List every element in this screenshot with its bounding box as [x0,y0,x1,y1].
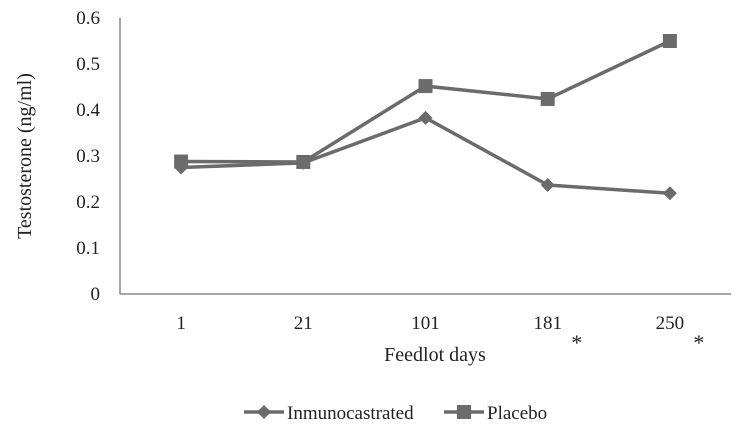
data-point [662,186,677,201]
series-placebo [174,34,677,169]
series-layer [174,34,677,201]
y-tick-label: 0.3 [76,146,100,167]
x-tick-label: 101 [411,313,440,334]
y-tick-label: 0.5 [76,54,100,75]
legend-item: Inmunocastrated [244,403,414,424]
x-axis: 1 21 101 181 * 250 * [120,293,731,355]
data-point [662,34,677,48]
x-axis-title: Feedlot days [384,344,486,366]
y-axis-title: Testosterone (ng/ml) [14,73,36,239]
legend-marker [457,405,471,419]
data-point [296,154,311,169]
data-point [418,110,433,125]
data-point [540,91,555,106]
data-point [540,177,555,192]
legend-label: Inmunocastrated [287,403,414,424]
x-tick-labels: 1 21 101 181 * 250 * [176,313,704,355]
series-line [181,115,671,196]
y-tick-labels: 0 0.1 0.2 0.3 0.4 0.5 0.6 [76,8,100,305]
significance-marker: * [571,330,582,355]
y-tick-label: 0 [91,284,101,305]
y-tick-label: 0.1 [76,238,100,259]
y-tick-label: 0.6 [76,8,100,29]
legend-label: Placebo [487,403,547,424]
data-point [418,79,433,94]
legend-marker [257,405,271,419]
series-line [181,39,671,164]
y-tick-label: 0.4 [76,100,100,121]
x-tick-label: 250 [656,313,685,334]
y-axis: 0 0.1 0.2 0.3 0.4 0.5 0.6 [76,8,121,305]
legend: Inmunocastrated Placebo [244,403,547,424]
significance-marker: * [693,330,704,355]
x-tick-label: 1 [176,313,186,334]
y-tick-label: 0.2 [76,192,100,213]
x-tick-label: 181 [533,313,562,334]
series-inmunocastrated [174,110,677,201]
legend-item: Placebo [444,403,547,424]
x-tick-label: 21 [294,313,313,334]
data-point [174,154,189,169]
